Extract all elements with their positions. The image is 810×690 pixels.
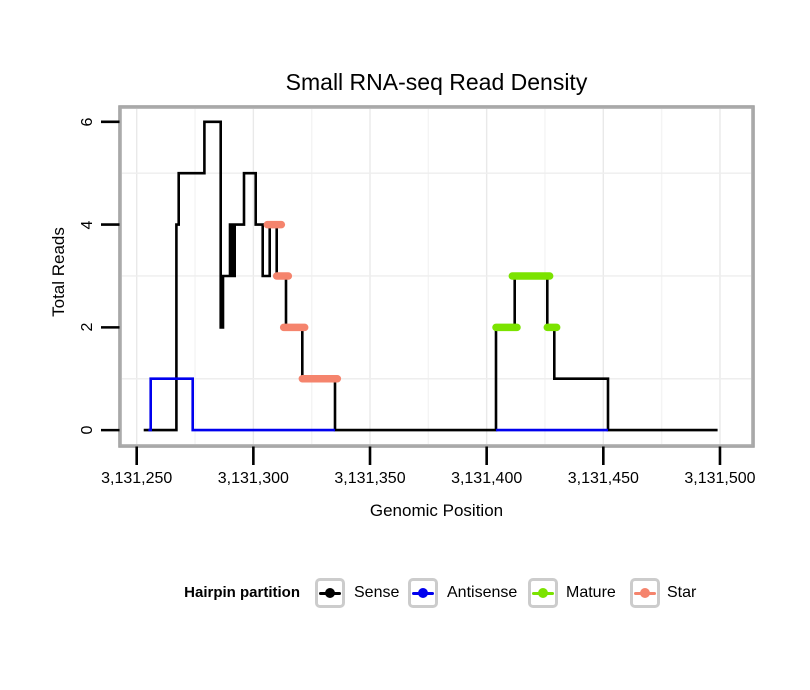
x-tick-label: 3,131,450: [567, 470, 639, 487]
panel-frame: [119, 106, 754, 447]
legend-key-antisense: [408, 578, 438, 608]
legend-key-dot-icon: [325, 588, 335, 598]
y-tick-label: 2: [79, 322, 96, 332]
x-tick-label: 3,131,300: [217, 470, 289, 487]
x-tick-label: 3,131,250: [101, 470, 173, 487]
legend-label-antisense: Antisense: [447, 584, 518, 601]
legend-key-star: [630, 578, 660, 608]
legend-key-dot-icon: [538, 588, 548, 598]
legend-key-mature: [528, 578, 558, 608]
y-axis-label: Total Reads: [49, 227, 68, 317]
chart-title: Small RNA-seq Read Density: [285, 69, 588, 95]
x-tick-label: 3,131,350: [334, 470, 406, 487]
series-antisense-line: [148, 377, 335, 432]
legend-label-sense: Sense: [354, 584, 400, 601]
x-axis-label: Genomic Position: [369, 501, 504, 520]
x-tick-label: 3,131,400: [451, 470, 523, 487]
legend-label-mature: Mature: [566, 584, 616, 601]
legend-title: Hairpin partition: [184, 584, 300, 601]
y-tick-label: 4: [79, 220, 96, 230]
y-tick-label: 0: [79, 425, 96, 435]
legend-key-dot-icon: [640, 588, 650, 598]
legend-label-star: Star: [667, 584, 697, 601]
y-tick-label: 6: [79, 117, 96, 127]
x-tick-label: 3,131,500: [684, 470, 756, 487]
legend-key-dot-icon: [418, 588, 428, 598]
legend-key-sense: [315, 578, 345, 608]
series-sense-line: [143, 120, 718, 432]
